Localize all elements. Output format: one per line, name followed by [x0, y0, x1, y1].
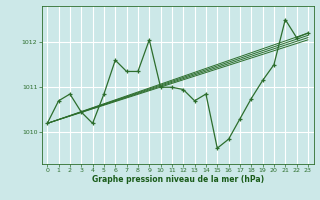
X-axis label: Graphe pression niveau de la mer (hPa): Graphe pression niveau de la mer (hPa): [92, 175, 264, 184]
